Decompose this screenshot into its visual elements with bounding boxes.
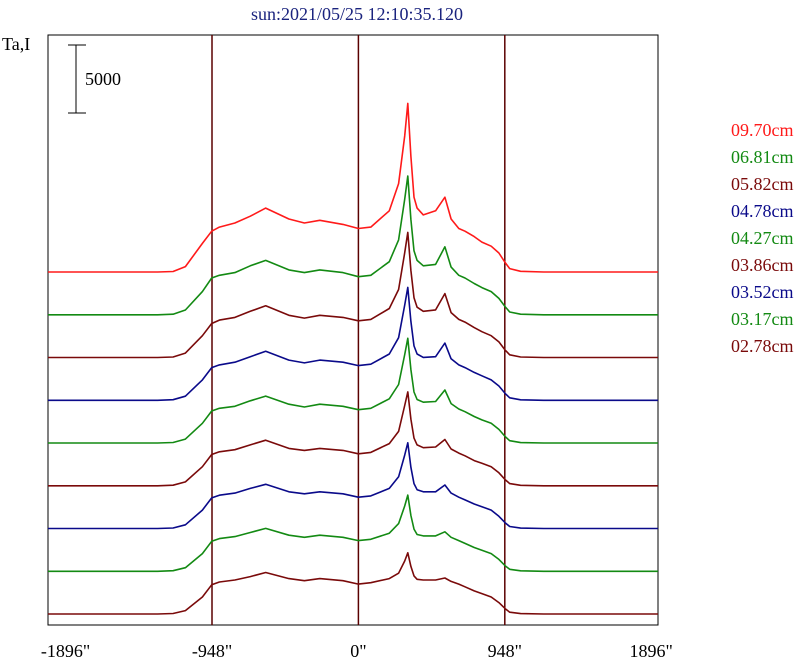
series-line-06.81cm [48, 175, 658, 316]
legend-entry: 04.78cm [731, 201, 794, 221]
legend-entry: 03.52cm [731, 282, 794, 302]
series-line-05.82cm [48, 231, 658, 359]
series-line-03.52cm [48, 442, 658, 530]
series-line-04.27cm [48, 337, 658, 444]
series-line-02.78cm [48, 552, 658, 615]
chart-title: sun:2021/05/25 12:10:35.120 [251, 4, 463, 24]
legend: 09.70cm 06.81cm 05.82cm 04.78cm 04.27cm 03.86… [731, 120, 794, 356]
series-line-04.78cm [48, 286, 658, 402]
plot-frame [47, 34, 659, 626]
legend-entry: 04.27cm [731, 228, 794, 248]
spectra-traces [48, 102, 658, 615]
x-tick-labels: -1896" -948" 0" 948" 1896" [41, 641, 673, 661]
legend-entry: 02.78cm [731, 336, 794, 356]
x-tick-label: -1896" [41, 641, 90, 661]
x-tick-label: 948" [488, 641, 522, 661]
scale-bar: 5000 [68, 44, 121, 114]
x-tick-label: 0" [350, 641, 366, 661]
series-line-03.17cm [48, 494, 658, 573]
x-tick-label: -948" [192, 641, 232, 661]
y-axis-label: Ta,I [2, 34, 30, 54]
legend-entry: 05.82cm [731, 174, 794, 194]
legend-entry: 06.81cm [731, 147, 794, 167]
legend-entry: 03.17cm [731, 309, 794, 329]
x-tick-label: 1896" [630, 641, 673, 661]
series-line-03.86cm [48, 391, 658, 487]
legend-entry: 09.70cm [731, 120, 794, 140]
series-line-09.70cm [48, 102, 658, 273]
reference-lines [211, 35, 506, 625]
scale-bar-label: 5000 [85, 69, 121, 89]
legend-entry: 03.86cm [731, 255, 794, 275]
